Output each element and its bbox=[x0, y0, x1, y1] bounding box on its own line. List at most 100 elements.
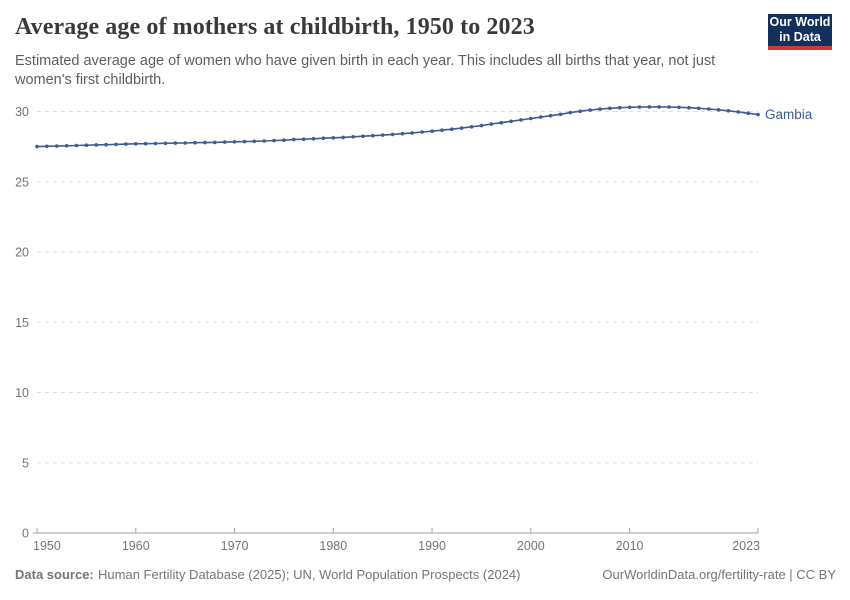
data-point-1970[interactable] bbox=[232, 140, 237, 144]
x-tick-label-1970: 1970 bbox=[221, 539, 249, 553]
data-point-1982[interactable] bbox=[351, 135, 355, 139]
data-point-1990[interactable] bbox=[430, 129, 434, 133]
data-point-1984[interactable] bbox=[371, 133, 375, 138]
data-point-2016[interactable] bbox=[687, 105, 691, 110]
data-point-1963[interactable] bbox=[163, 141, 168, 146]
data-point-1995[interactable] bbox=[479, 123, 484, 128]
data-point-1964[interactable] bbox=[173, 141, 178, 145]
data-point-2000[interactable] bbox=[529, 116, 533, 121]
data-point-1957[interactable] bbox=[104, 142, 108, 147]
y-tick-label-20: 20 bbox=[15, 246, 29, 260]
series-line-gambia[interactable] bbox=[36, 106, 759, 148]
data-point-2013[interactable] bbox=[657, 105, 661, 109]
data-point-2023[interactable] bbox=[756, 112, 760, 117]
owid-logo-line1: Our World bbox=[769, 14, 831, 29]
data-point-1971[interactable] bbox=[242, 139, 247, 144]
data-point-1996[interactable] bbox=[489, 122, 494, 126]
data-point-1969[interactable] bbox=[222, 140, 227, 144]
data-point-2003[interactable] bbox=[558, 112, 563, 117]
data-source-text: Human Fertility Database (2025); UN, Wor… bbox=[98, 567, 521, 582]
data-point-1965[interactable] bbox=[183, 141, 187, 145]
data-point-1983[interactable] bbox=[361, 134, 365, 138]
data-point-2019[interactable] bbox=[716, 108, 721, 112]
x-tick-label-2010: 2010 bbox=[616, 539, 644, 553]
data-point-1994[interactable] bbox=[469, 125, 474, 129]
data-point-1953[interactable] bbox=[64, 144, 69, 148]
license-link[interactable]: OurWorldinData.org/fertility-rate | CC B… bbox=[602, 567, 836, 582]
chart-footer: Data source: Human Fertility Database (20… bbox=[15, 567, 836, 582]
data-point-1988[interactable] bbox=[410, 131, 415, 135]
data-point-2008[interactable] bbox=[608, 106, 612, 111]
data-point-1977[interactable] bbox=[301, 137, 306, 141]
data-point-1959[interactable] bbox=[124, 142, 128, 146]
data-point-2010[interactable] bbox=[627, 105, 632, 110]
data-source-note: Data source: Human Fertility Database (20… bbox=[15, 567, 520, 582]
data-point-1956[interactable] bbox=[94, 143, 99, 147]
data-point-1997[interactable] bbox=[499, 120, 504, 125]
data-point-1954[interactable] bbox=[74, 143, 79, 148]
owid-logo-line2: in Data bbox=[779, 30, 821, 44]
data-point-1961[interactable] bbox=[143, 141, 148, 146]
data-point-2018[interactable] bbox=[706, 107, 711, 111]
x-tick-label-2000: 2000 bbox=[517, 539, 545, 553]
data-point-1966[interactable] bbox=[193, 140, 197, 145]
data-point-1998[interactable] bbox=[509, 119, 513, 124]
data-point-1986[interactable] bbox=[390, 132, 395, 137]
y-tick-label-30: 30 bbox=[15, 105, 29, 119]
y-tick-label-15: 15 bbox=[15, 316, 29, 330]
data-point-1951[interactable] bbox=[45, 144, 49, 149]
data-point-2007[interactable] bbox=[598, 107, 602, 111]
data-point-1989[interactable] bbox=[420, 130, 425, 134]
data-point-1952[interactable] bbox=[55, 144, 59, 148]
y-tick-label-25: 25 bbox=[15, 175, 29, 189]
data-point-1950[interactable] bbox=[35, 144, 39, 149]
x-tick-label-1980: 1980 bbox=[319, 539, 347, 553]
data-point-1968[interactable] bbox=[213, 140, 217, 145]
data-point-1955[interactable] bbox=[84, 143, 89, 147]
data-point-1985[interactable] bbox=[380, 133, 385, 137]
series-label-gambia: Gambia bbox=[765, 107, 813, 122]
data-point-2014[interactable] bbox=[667, 105, 671, 109]
data-point-1962[interactable] bbox=[153, 141, 158, 146]
chart-subtitle: Estimated average age of women who have … bbox=[15, 53, 716, 89]
data-point-2012[interactable] bbox=[647, 105, 652, 109]
y-tick-label-10: 10 bbox=[15, 386, 29, 400]
data-point-1991[interactable] bbox=[440, 128, 444, 132]
data-point-2009[interactable] bbox=[617, 105, 622, 110]
y-tick-label-5: 5 bbox=[22, 456, 29, 470]
data-point-1981[interactable] bbox=[341, 135, 346, 140]
data-point-1987[interactable] bbox=[400, 131, 405, 136]
data-point-2022[interactable] bbox=[746, 111, 750, 115]
data-point-1999[interactable] bbox=[519, 118, 523, 122]
data-point-1960[interactable] bbox=[134, 142, 138, 146]
x-tick-label-2023: 2023 bbox=[732, 539, 760, 553]
data-point-2001[interactable] bbox=[538, 115, 543, 119]
data-point-1975[interactable] bbox=[282, 138, 286, 142]
data-point-1992[interactable] bbox=[450, 127, 454, 131]
data-point-2020[interactable] bbox=[726, 109, 731, 113]
owid-logo[interactable]: Our World in Data bbox=[768, 14, 832, 50]
data-point-1973[interactable] bbox=[262, 139, 267, 143]
data-point-1976[interactable] bbox=[292, 137, 296, 142]
data-point-1972[interactable] bbox=[252, 139, 257, 144]
data-point-2015[interactable] bbox=[677, 105, 681, 110]
data-point-1979[interactable] bbox=[321, 136, 326, 140]
data-point-1974[interactable] bbox=[272, 138, 276, 143]
y-tick-label-0: 0 bbox=[22, 527, 29, 541]
data-point-2004[interactable] bbox=[568, 110, 573, 115]
chart-svg[interactable]: 0 5 10 15 20 25 30 1950 1960 1970 1980 1990 2000 2010… bbox=[0, 95, 850, 560]
data-point-1967[interactable] bbox=[203, 140, 207, 145]
data-point-2017[interactable] bbox=[696, 106, 701, 111]
data-point-1980[interactable] bbox=[331, 136, 336, 140]
data-point-2002[interactable] bbox=[548, 113, 553, 118]
data-point-1978[interactable] bbox=[311, 137, 316, 141]
data-point-2006[interactable] bbox=[588, 108, 592, 112]
page-title: Average age of mothers at childbirth, 19… bbox=[15, 14, 535, 40]
data-point-2011[interactable] bbox=[637, 105, 642, 109]
data-point-2005[interactable] bbox=[578, 109, 582, 113]
data-point-1993[interactable] bbox=[459, 126, 464, 130]
data-point-2021[interactable] bbox=[736, 110, 740, 114]
x-tick-label-1950: 1950 bbox=[33, 539, 61, 553]
data-point-1958[interactable] bbox=[114, 142, 118, 147]
